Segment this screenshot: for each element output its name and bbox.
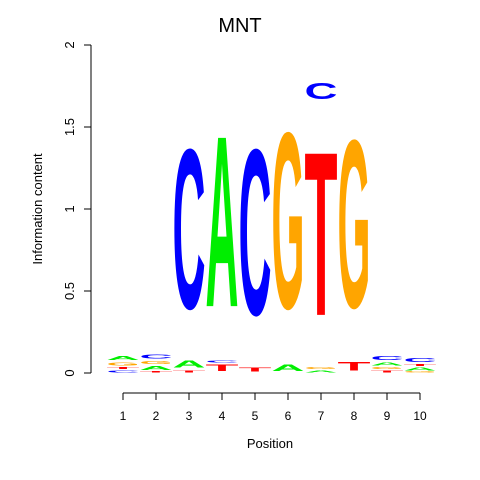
logo-letter-a: A bbox=[173, 358, 206, 369]
logo-letter-t: T bbox=[206, 363, 240, 373]
logo-letter-a: A bbox=[206, 86, 239, 358]
x-tick-label: 4 bbox=[219, 409, 226, 423]
x-tick-label: 10 bbox=[413, 409, 427, 423]
x-tick-label: 5 bbox=[252, 409, 259, 423]
logo-letter-t: T bbox=[305, 104, 338, 366]
logo-letter-c: C bbox=[206, 360, 239, 363]
logo-letter-a: A bbox=[107, 355, 140, 361]
x-tick-label: 7 bbox=[318, 409, 325, 423]
logo-letter-a: A bbox=[371, 362, 404, 367]
logo-letter-g: G bbox=[107, 362, 140, 367]
logo-letter-t: T bbox=[371, 370, 404, 373]
x-tick-label: 2 bbox=[153, 409, 160, 423]
x-tick-label: 1 bbox=[120, 409, 127, 423]
y-tick-label: 2 bbox=[62, 41, 77, 48]
logo-letter-t: T bbox=[140, 371, 173, 373]
y-tick-label: 0.5 bbox=[62, 282, 77, 300]
x-tick-label: 6 bbox=[285, 409, 292, 423]
x-axis: 1 2 3 4 5 6 7 8 9 10 bbox=[120, 392, 427, 423]
logo-letter-a: A bbox=[305, 370, 338, 373]
logo-letter-t: T bbox=[404, 363, 437, 366]
logo-letter-g: G bbox=[404, 371, 437, 373]
logo-letter-g: G bbox=[371, 367, 404, 370]
y-tick-label: 0 bbox=[62, 369, 77, 376]
logo-letter-c: C bbox=[107, 370, 140, 373]
logo-letter-c: C bbox=[305, 78, 338, 104]
logo-letter-t: T bbox=[107, 366, 140, 369]
logo-letter-g: G bbox=[305, 367, 338, 370]
logo-letter-a: A bbox=[140, 365, 173, 371]
logo-letter-c: C bbox=[173, 101, 206, 356]
logo-letter-c: C bbox=[404, 357, 437, 363]
logo-letter-a: A bbox=[272, 363, 305, 373]
y-axis: 0 0.5 1 1.5 2 bbox=[62, 41, 92, 377]
x-axis-label: Position bbox=[247, 436, 293, 451]
x-tick-label: 9 bbox=[384, 409, 391, 423]
logo-letter-c: C bbox=[239, 100, 272, 365]
y-axis-label: Information content bbox=[30, 153, 45, 265]
logo-letter-t: T bbox=[239, 367, 273, 374]
x-tick-label: 8 bbox=[351, 409, 358, 423]
logo-letter-t: T bbox=[173, 370, 206, 373]
logo-letter-g: G bbox=[272, 82, 305, 362]
logo-letter-g: G bbox=[338, 90, 371, 359]
logo-letter-c: C bbox=[140, 353, 173, 359]
x-tick-label: 3 bbox=[186, 409, 193, 423]
logo-letter-a: A bbox=[404, 366, 437, 371]
chart-title: MNT bbox=[218, 15, 261, 37]
y-tick-label: 1 bbox=[62, 205, 77, 212]
logo-letter-t: T bbox=[338, 360, 371, 373]
logo-letter-c: C bbox=[371, 355, 404, 361]
logo-letter-g: G bbox=[140, 360, 173, 365]
y-tick-label: 1.5 bbox=[62, 118, 77, 136]
